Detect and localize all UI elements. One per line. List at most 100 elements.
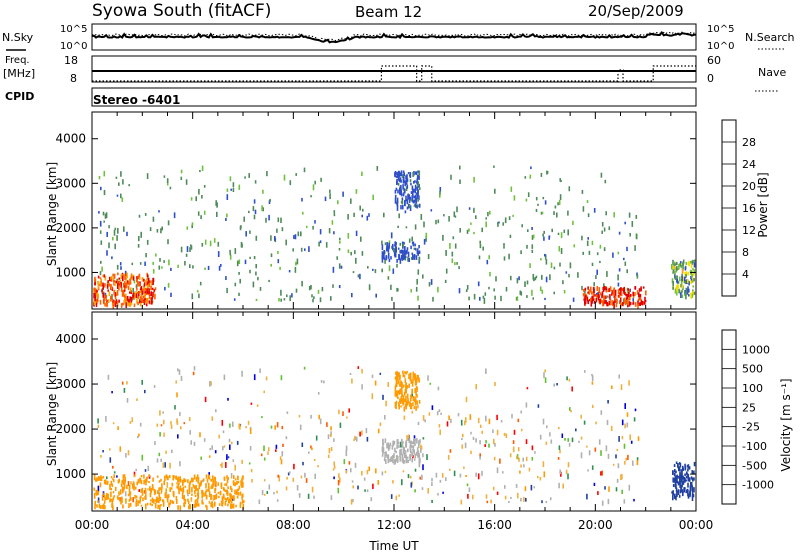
power-scatter <box>93 165 696 310</box>
noise-frame <box>91 23 697 51</box>
velocity-cell <box>186 489 189 494</box>
power-cell <box>688 294 690 297</box>
velocity-cell <box>396 458 398 461</box>
power-cell <box>142 288 144 295</box>
power-cell <box>618 295 621 298</box>
velocity-cell <box>131 417 134 423</box>
velocity-cell <box>361 368 363 374</box>
power-cell <box>201 165 204 171</box>
nsearch-label: N.Search <box>745 31 795 44</box>
velocity-cell <box>348 408 350 413</box>
power-cell <box>144 261 146 266</box>
power-cell <box>644 296 646 302</box>
power-cell <box>395 242 397 248</box>
power-cell <box>402 170 405 174</box>
power-cell <box>621 288 624 292</box>
power-cell <box>362 208 364 212</box>
power-cell <box>679 263 681 267</box>
velocity-cell <box>407 459 409 463</box>
power-cell <box>542 196 545 200</box>
velocity-cell <box>151 497 154 503</box>
time-tick-label: 16:00 <box>477 518 512 532</box>
velocity-cell <box>409 401 411 407</box>
power-cell <box>503 243 505 249</box>
power-cell <box>482 295 485 299</box>
velocity-cell <box>592 404 594 409</box>
velocity-cell <box>183 422 186 425</box>
power-cell <box>449 243 451 249</box>
power-cell <box>676 261 678 265</box>
velocity-cell <box>224 489 226 492</box>
power-colorbar-label: 20 <box>742 180 756 193</box>
velocity-cell <box>105 479 107 485</box>
velocity-cell <box>137 501 139 506</box>
velocity-cell <box>544 369 546 373</box>
velocity-cell <box>517 418 520 423</box>
power-cell <box>94 288 96 294</box>
freq-panel: Freq. [MHz] CPID 18 8 60 0 Nave <box>3 54 786 103</box>
power-cell <box>399 242 402 246</box>
power-cell <box>117 228 119 234</box>
velocity-cell <box>221 502 224 507</box>
power-cell <box>270 253 273 258</box>
power-cell <box>360 236 362 242</box>
power-cell <box>599 260 601 264</box>
velocity-cell <box>192 483 194 486</box>
power-cell <box>217 251 220 257</box>
nave-line <box>92 65 696 82</box>
velocity-cell <box>261 490 264 496</box>
velocity-cell <box>405 440 408 444</box>
power-cell <box>693 269 696 274</box>
power-cell <box>411 195 413 201</box>
power-cell <box>413 247 416 250</box>
power-cell <box>682 261 684 266</box>
velocity-cell <box>338 409 340 415</box>
power-cell <box>408 200 411 203</box>
velocity-cell <box>159 432 161 437</box>
power-cell <box>321 287 324 292</box>
velocity-cell <box>386 454 388 458</box>
power-cell <box>641 301 644 306</box>
velocity-cell <box>182 488 184 494</box>
velocity-cell <box>187 479 189 484</box>
power-cell <box>596 286 599 291</box>
power-cell <box>234 282 237 287</box>
power-cell <box>595 297 598 303</box>
power-cell <box>397 182 400 186</box>
velocity-cell <box>401 479 403 486</box>
power-cell <box>233 298 236 301</box>
velocity-cell <box>109 448 111 451</box>
power-cell <box>671 278 674 284</box>
velocity-colorbar-label: Velocity [m s⁻¹] <box>779 378 793 471</box>
velocity-cell <box>194 494 197 497</box>
power-cell <box>470 222 472 225</box>
power-cell <box>232 187 235 192</box>
power-cell <box>229 249 231 254</box>
velocity-cell <box>524 486 527 492</box>
velocity-cell <box>308 451 310 454</box>
velocity-cell <box>415 391 417 396</box>
power-cell <box>141 277 144 282</box>
power-cell <box>396 259 398 263</box>
power-cell <box>439 190 441 195</box>
velocity-cell <box>402 459 405 464</box>
power-cell <box>252 206 255 212</box>
velocity-cell <box>96 489 98 494</box>
power-cell <box>636 274 639 279</box>
power-cell <box>139 290 142 294</box>
power-cell <box>445 250 447 256</box>
power-cell <box>114 281 116 286</box>
power-cell <box>297 231 300 237</box>
velocity-cell <box>96 477 98 482</box>
power-cell <box>199 170 201 173</box>
power-cell <box>118 277 120 280</box>
power-cell <box>678 264 680 270</box>
power-cell <box>249 269 251 274</box>
velocity-cell <box>385 459 387 464</box>
velocity-cell <box>414 489 416 493</box>
velocity-cell <box>106 493 108 498</box>
velocity-cell <box>475 438 477 443</box>
velocity-cell <box>616 448 619 451</box>
power-cell <box>437 219 440 224</box>
velocity-cell <box>110 499 112 502</box>
